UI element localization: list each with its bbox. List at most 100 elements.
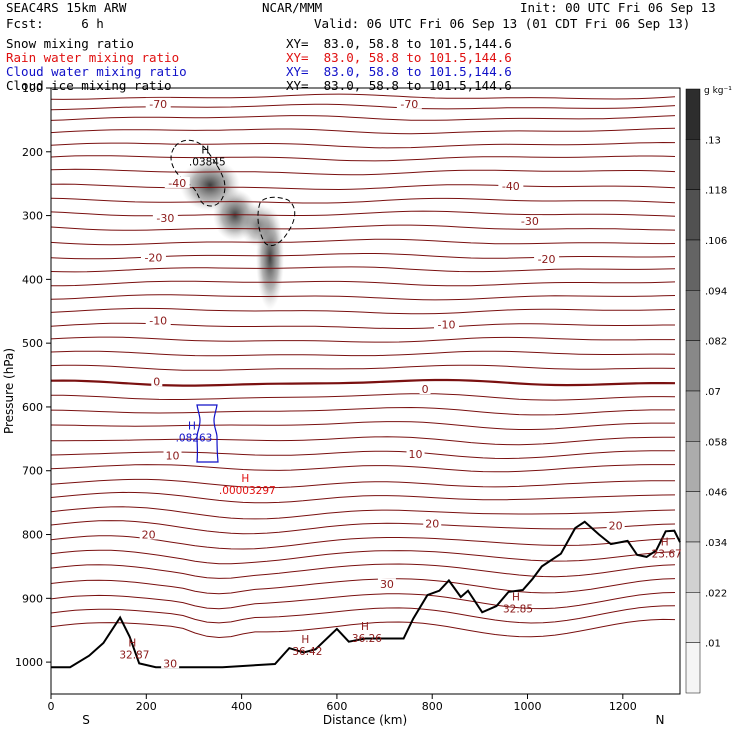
isotherm-line [51,605,676,624]
maximum-h-marker: H [361,621,369,633]
temperature-label-background [534,252,560,264]
temperature-label: 20 [609,520,623,533]
temperature-label: -30 [521,215,539,228]
temperature-label-background [140,251,166,263]
temperature-label: -10 [149,315,167,328]
x-tick-label: 600 [326,700,347,713]
isotherm-line [51,464,675,473]
colorbar-swatch [685,642,701,694]
colorbar-label: .058 [705,437,727,448]
maximum-value: 36.42 [292,646,322,658]
y-tick-label: 700 [22,465,43,478]
temperature-label-background [377,578,396,590]
temperature-label-background [498,180,524,192]
temperature-label-background [161,657,180,669]
isotherm-line [51,280,676,287]
temperature-label: -70 [400,98,418,111]
isotherm-line [51,406,675,416]
snow-shading [180,159,284,310]
x-axis-right-end-label: N [656,713,665,727]
temperature-label: 20 [142,528,156,541]
colorbar-label: .01 [705,639,721,650]
isotherm-line [51,378,676,387]
colorbar-swatch [685,139,701,190]
isotherm-line [51,183,676,191]
isotherm-line [51,168,676,176]
init-time: Init: 00 UTC Fri 06 Sep 13 [520,0,716,15]
colorbar-swatch [685,88,701,140]
y-tick-label: 200 [22,146,43,159]
colorbar-label: .022 [705,588,727,599]
isotherm-line [51,127,676,135]
temperature-label: -30 [156,212,174,225]
maximum-h-marker: H [188,420,196,432]
maximum-value: .08263 [176,432,213,444]
isotherm-line [51,535,676,550]
temperature-label: -40 [502,180,520,193]
maximum-h-marker: H [301,634,309,646]
isotherm-line [51,238,676,246]
legend-cloudwater-xy: XY= 83.0, 58.8 to 101.5,144.6 [286,64,512,79]
legend-rain-name: Rain water mixing ratio [6,50,180,65]
temperature-label: -10 [438,319,456,332]
maximum-value: .00003297 [219,485,276,497]
isotherm-line [51,563,676,579]
isotherm-line [51,421,675,430]
isotherm-line [51,141,676,149]
y-tick-label: 600 [22,401,43,414]
colorbar-swatch [685,441,701,492]
colorbar-label: .13 [705,135,721,146]
colorbar-swatch [685,290,701,341]
temperature-label-background [606,519,625,531]
temperature-label: 0 [153,375,160,388]
y-tick-label: 800 [22,529,43,542]
x-tick-label: 1200 [609,700,637,713]
temperature-label: 20 [425,518,439,531]
isotherm-line [51,618,676,639]
cloudwater-contour [196,404,219,463]
temperature-label-background [163,449,182,461]
temperature-label: 30 [163,657,177,670]
maximum-value: 32.87 [119,649,149,661]
valid-time: Valid: 06 UTC Fri 06 Sep 13 (01 CDT Fri … [314,16,691,31]
temperature-label-background [151,375,163,387]
isotherm-line [51,294,676,301]
maximum-h-marker: H [241,473,249,485]
temperature-label: 10 [166,449,180,462]
legend-snow-name: Snow mixing ratio [6,36,134,51]
isotherm-line [51,450,675,460]
colorbar-label: .07 [705,387,721,398]
colorbar: .13 .118 .106 .094 .082 .07 .058 .046 .034 .022 .0… [685,88,727,694]
plot-frame [50,87,681,695]
y-tick-label: 300 [22,210,43,223]
isotherm-line [51,578,676,595]
isotherm-line [51,266,676,273]
x-axis: 0 200 400 600 800 1000 1200 [48,694,637,713]
maxima-labels: H.03845H.08263H.00003297H32.87H36.42H36.… [119,144,681,661]
y-tick-label: 1000 [15,656,43,669]
isotherm-line [51,364,676,371]
colorbar-swatch [685,541,701,593]
temperature-label-background [139,528,158,540]
isotherm-line [51,93,676,100]
temperature-label-background [419,383,431,394]
center-name: NCAR/MMM [262,0,323,15]
y-tick-label: 500 [22,337,43,350]
isotherm-line [51,549,676,565]
colorbar-label: .034 [705,538,727,549]
colorbar-label: .046 [705,488,727,499]
legend-cloudice-xy: XY= 83.0, 58.8 to 101.5,144.6 [286,78,512,93]
temperature-label: -20 [538,253,556,266]
temperature-labels: -70 -70 -40 -40 -30 -30 -20 -20 -10 -10 0 0 10 10 20 20… [139,97,625,670]
maximum-value: 36.26 [352,633,382,645]
temperature-label-background [396,97,422,109]
y-tick-label: 900 [22,592,43,605]
x-tick-label: 1000 [514,700,542,713]
isotherm-line [51,592,676,610]
temperature-label-background [152,212,178,224]
isotherm-line [51,436,675,446]
y-axis: 100 200 300 400 500 600 700 800 900 1000 [15,82,51,669]
legend-cloudwater-name: Cloud water mixing ratio [6,64,187,79]
maximum-value: 32.85 [503,603,533,615]
isotherm-line [51,224,676,231]
